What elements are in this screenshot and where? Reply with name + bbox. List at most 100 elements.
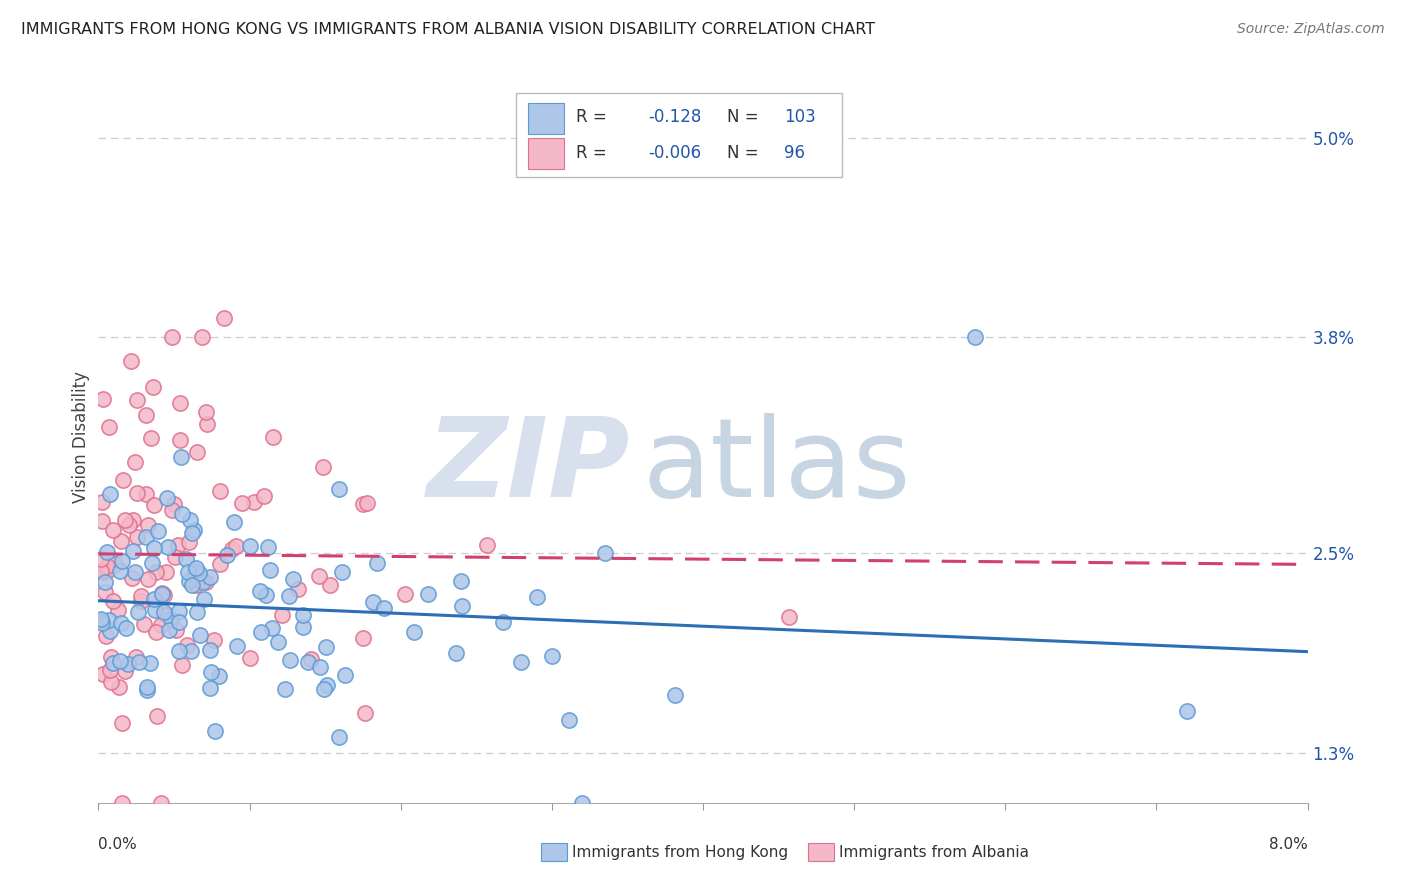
Point: [239, 651, 262, 665]
Point: [221, 541, 243, 556]
Point: [153, 607, 176, 622]
Point: [114, 665, 136, 679]
Point: [280, 653, 302, 667]
Point: [146, 524, 169, 538]
Point: [152, 588, 174, 602]
Point: [402, 625, 425, 640]
Point: [214, 311, 236, 326]
Point: [200, 570, 222, 584]
Point: [135, 530, 157, 544]
FancyBboxPatch shape: [527, 138, 564, 169]
Point: [176, 638, 198, 652]
Point: [239, 539, 262, 553]
Point: [418, 587, 440, 601]
Point: [111, 796, 134, 810]
Point: [312, 460, 335, 475]
Text: Source: ZipAtlas.com: Source: ZipAtlas.com: [1237, 22, 1385, 37]
Point: [163, 497, 186, 511]
Point: [316, 678, 339, 692]
Point: [149, 618, 172, 632]
Point: [287, 582, 309, 596]
Point: [155, 565, 177, 579]
Point: [315, 640, 337, 654]
Point: [114, 513, 136, 527]
Text: 103: 103: [785, 109, 815, 127]
Point: [136, 572, 159, 586]
Point: [98, 419, 121, 434]
Point: [150, 587, 173, 601]
Point: [356, 495, 378, 509]
Point: [271, 608, 294, 623]
Point: [526, 590, 548, 604]
Y-axis label: Vision Disability: Vision Disability: [72, 371, 90, 503]
Point: [121, 512, 143, 526]
Point: [664, 688, 686, 702]
Point: [259, 563, 281, 577]
Point: [128, 655, 150, 669]
Point: [186, 605, 208, 619]
Point: [194, 405, 217, 419]
Point: [319, 578, 342, 592]
Point: [90, 564, 112, 578]
Point: [145, 625, 167, 640]
Point: [165, 549, 187, 564]
Point: [253, 489, 276, 503]
Point: [112, 473, 135, 487]
Point: [181, 526, 204, 541]
Point: [100, 650, 122, 665]
Point: [243, 495, 266, 509]
Point: [308, 660, 330, 674]
Point: [172, 657, 194, 672]
Text: Immigrants from Hong Kong: Immigrants from Hong Kong: [572, 846, 789, 860]
Point: [179, 574, 201, 589]
Point: [127, 605, 149, 619]
Point: [124, 455, 146, 469]
Point: [200, 642, 222, 657]
Point: [188, 566, 211, 580]
Point: [139, 657, 162, 671]
Point: [117, 657, 139, 671]
Point: [98, 624, 121, 639]
Point: [93, 574, 115, 589]
Point: [186, 578, 208, 592]
Text: -0.006: -0.006: [648, 145, 702, 162]
Point: [121, 571, 143, 585]
Point: [170, 450, 193, 464]
Point: [394, 587, 416, 601]
Point: [143, 591, 166, 606]
Point: [267, 634, 290, 648]
Point: [169, 644, 191, 658]
Point: [90, 611, 112, 625]
Text: Immigrants from Albania: Immigrants from Albania: [839, 846, 1029, 860]
Point: [90, 551, 112, 566]
Point: [136, 683, 159, 698]
Point: [124, 565, 146, 579]
Point: [373, 601, 395, 615]
Point: [209, 483, 232, 498]
Point: [100, 664, 122, 678]
Point: [153, 605, 176, 619]
Point: [250, 624, 273, 639]
Point: [352, 631, 374, 645]
Point: [274, 681, 297, 696]
Point: [207, 669, 229, 683]
Point: [129, 593, 152, 607]
Point: [180, 578, 202, 592]
Point: [157, 540, 180, 554]
Text: IMMIGRANTS FROM HONG KONG VS IMMIGRANTS FROM ALBANIA VISION DISABILITY CORRELATI: IMMIGRANTS FROM HONG KONG VS IMMIGRANTS …: [21, 22, 875, 37]
Point: [249, 583, 271, 598]
Point: [312, 681, 335, 696]
Point: [184, 564, 207, 578]
Point: [107, 602, 129, 616]
Point: [177, 565, 200, 579]
Point: [193, 592, 215, 607]
Point: [136, 517, 159, 532]
Point: [142, 380, 165, 394]
Point: [226, 640, 249, 654]
Point: [571, 796, 593, 810]
Point: [150, 586, 173, 600]
Point: [101, 523, 124, 537]
Point: [191, 575, 214, 590]
Point: [299, 651, 322, 665]
Point: [93, 667, 115, 681]
